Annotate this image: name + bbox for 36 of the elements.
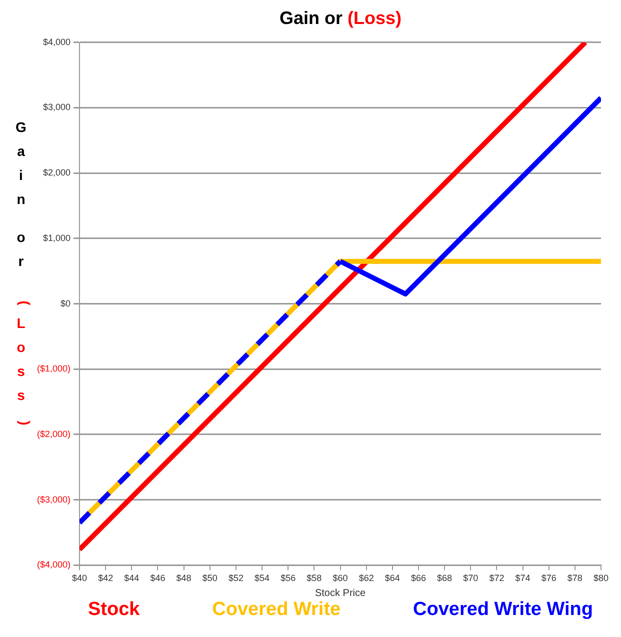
y-tick-label: $4,000 [42,36,71,47]
y-tick-label: ($4,000) [36,560,71,570]
x-tick-label: $52 [228,573,244,584]
x-tick-label: $48 [176,573,192,584]
y-tick-label: $1,000 [42,232,71,243]
x-tick-label: $70 [463,573,478,584]
x-tick-label: $78 [567,573,582,584]
text: Gain or (Loss) [16,119,33,426]
y-tick-label: $0 [60,298,71,308]
text: Covered Write Wing [413,599,593,621]
y-tick-label: $2,000 [42,168,71,178]
y-tick-label: ($3,000) [36,494,71,504]
x-tick-label: $50 [202,573,218,584]
x-tick-label: $76 [541,573,556,584]
x-tick-label: $46 [150,573,166,584]
x-tick-label: $64 [384,573,400,584]
x-tick-label: $60 [332,573,348,584]
x-tick-label: $56 [280,573,296,584]
x-tick-label: $40 [72,573,88,584]
y-tick-label: $3,000 [42,102,71,112]
x-tick-label: $72 [489,573,504,584]
x-tick-label: $62 [358,573,374,584]
chart-title: Gain or (Loss) [279,8,402,28]
text: Stock [88,599,140,621]
y-tick-label: ($2,000) [36,428,71,439]
x-tick-label: $66 [410,573,426,584]
x-tick-label: $58 [306,573,322,584]
x-axis-title: Stock Price [314,588,366,599]
x-tick-label: $42 [98,573,114,584]
x-tick-label: $80 [593,573,609,584]
text: Covered Write [212,599,341,621]
x-tick-label: $54 [254,573,270,584]
x-tick-label: $68 [437,573,452,584]
y-tick-label: ($1,000) [36,364,71,374]
x-tick-label: $44 [124,573,140,584]
x-tick-label: $74 [515,573,530,584]
